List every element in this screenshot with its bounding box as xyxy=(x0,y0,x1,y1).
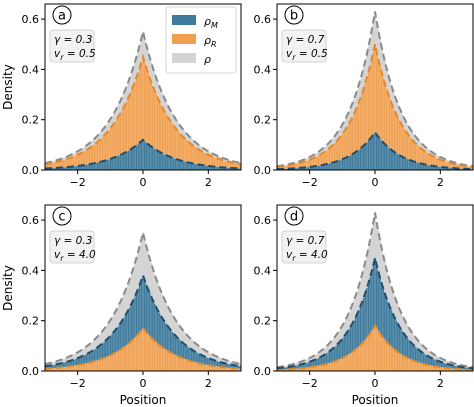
panel-letter-circle xyxy=(284,5,304,25)
y-tick-label: 0.2 xyxy=(22,315,40,328)
legend-label-rho_m: ρM xyxy=(204,15,218,30)
panel-letter-circle xyxy=(52,206,72,226)
y-tick-label: 0.4 xyxy=(254,63,272,76)
panel-d: −2 0 2 0.0 0.2 0.4 0.6 d γ = 0.7 vr = 4.0 Position xyxy=(254,204,474,407)
panel-letter: c xyxy=(58,210,65,225)
y-tick-label: 0.2 xyxy=(22,114,40,127)
y-tick-label: 0.0 xyxy=(254,164,272,177)
y-tick-label: 0.6 xyxy=(22,13,40,26)
x-tick-label: 0 xyxy=(140,176,147,189)
legend-swatch-rho_m xyxy=(172,15,196,25)
x-tick-label: 2 xyxy=(437,176,444,189)
rho-m-curve xyxy=(45,272,241,368)
param-gamma: γ = 0.7 xyxy=(286,34,325,46)
param-box xyxy=(49,29,95,63)
panel-letter: b xyxy=(290,9,298,24)
x-tick-label: 0 xyxy=(140,377,147,390)
param-vr: vr = 0.5 xyxy=(286,48,328,62)
panel-b: −2 0 2 0.0 0.2 0.4 0.6 b γ = 0.7 vr = 0.5 xyxy=(254,3,474,189)
plot-area xyxy=(45,232,241,371)
plot-area xyxy=(277,11,473,170)
y-tick-label: 0.4 xyxy=(22,63,40,76)
y-tick-label: 0.6 xyxy=(254,13,272,26)
panel-letter: d xyxy=(290,210,298,225)
param-gamma: γ = 0.3 xyxy=(54,34,92,46)
panel-c: −2 0 2 0.0 0.2 0.4 0.6 c γ = 0.3 vr = 4.0 Density P… xyxy=(1,204,242,407)
rho-curve xyxy=(277,11,473,168)
x-tick-label: 2 xyxy=(205,176,212,189)
param-vr: vr = 4.0 xyxy=(286,249,328,263)
plot-area xyxy=(45,31,241,170)
panel-letter-circle xyxy=(284,206,304,226)
param-gamma: γ = 0.7 xyxy=(286,235,325,247)
rho-curve xyxy=(45,232,241,366)
legend: ρM ρR ρ xyxy=(165,6,237,74)
rho-m-curve xyxy=(277,257,473,370)
x-axis-label: Position xyxy=(120,393,167,407)
panel-letter-circle xyxy=(52,5,72,25)
y-tick-label: 0.2 xyxy=(254,114,272,127)
panel-letter: a xyxy=(58,9,66,24)
legend-swatch-rho_r xyxy=(172,34,196,44)
y-tick-label: 0.0 xyxy=(22,365,40,378)
y-axis-label: Density xyxy=(1,265,15,311)
rho-r-curve xyxy=(45,326,241,370)
param-box xyxy=(281,29,327,63)
x-tick-label: 0 xyxy=(372,176,379,189)
y-tick-label: 0.6 xyxy=(22,214,40,227)
rho-r-curve xyxy=(277,44,473,169)
rho-r-curve xyxy=(45,53,241,166)
x-tick-label: 0 xyxy=(372,377,379,390)
y-tick-label: 0.0 xyxy=(22,164,40,177)
plot-area xyxy=(277,212,473,371)
rho-curve xyxy=(45,31,241,165)
rho-curve xyxy=(277,212,473,369)
x-tick-label: 2 xyxy=(205,377,212,390)
y-tick-label: 0.4 xyxy=(254,264,272,277)
rho-m-curve xyxy=(45,138,241,170)
param-box xyxy=(281,230,327,264)
legend-label-rho_r: ρR xyxy=(204,34,217,49)
param-vr: vr = 0.5 xyxy=(54,48,96,62)
legend-label-rho: ρ xyxy=(204,53,211,66)
x-tick-label: −2 xyxy=(70,176,86,189)
y-tick-label: 0.0 xyxy=(254,365,272,378)
y-tick-label: 0.4 xyxy=(22,264,40,277)
param-box xyxy=(49,230,95,264)
y-axis-label: Density xyxy=(1,64,15,110)
x-tick-label: 2 xyxy=(437,377,444,390)
y-tick-label: 0.6 xyxy=(254,214,272,227)
rho-r-curve xyxy=(277,323,473,371)
panel-a: −2 0 2 0.0 0.2 0.4 0.6 a γ = 0.3 vr = 0.5 Density ρ… xyxy=(1,3,242,189)
x-tick-label: −2 xyxy=(302,176,318,189)
param-vr: vr = 4.0 xyxy=(54,249,96,263)
legend-swatch-rho xyxy=(172,53,196,63)
x-tick-label: −2 xyxy=(70,377,86,390)
param-gamma: γ = 0.3 xyxy=(54,235,92,247)
x-axis-label: Position xyxy=(352,393,399,407)
x-tick-label: −2 xyxy=(302,377,318,390)
y-tick-label: 0.2 xyxy=(254,315,272,328)
